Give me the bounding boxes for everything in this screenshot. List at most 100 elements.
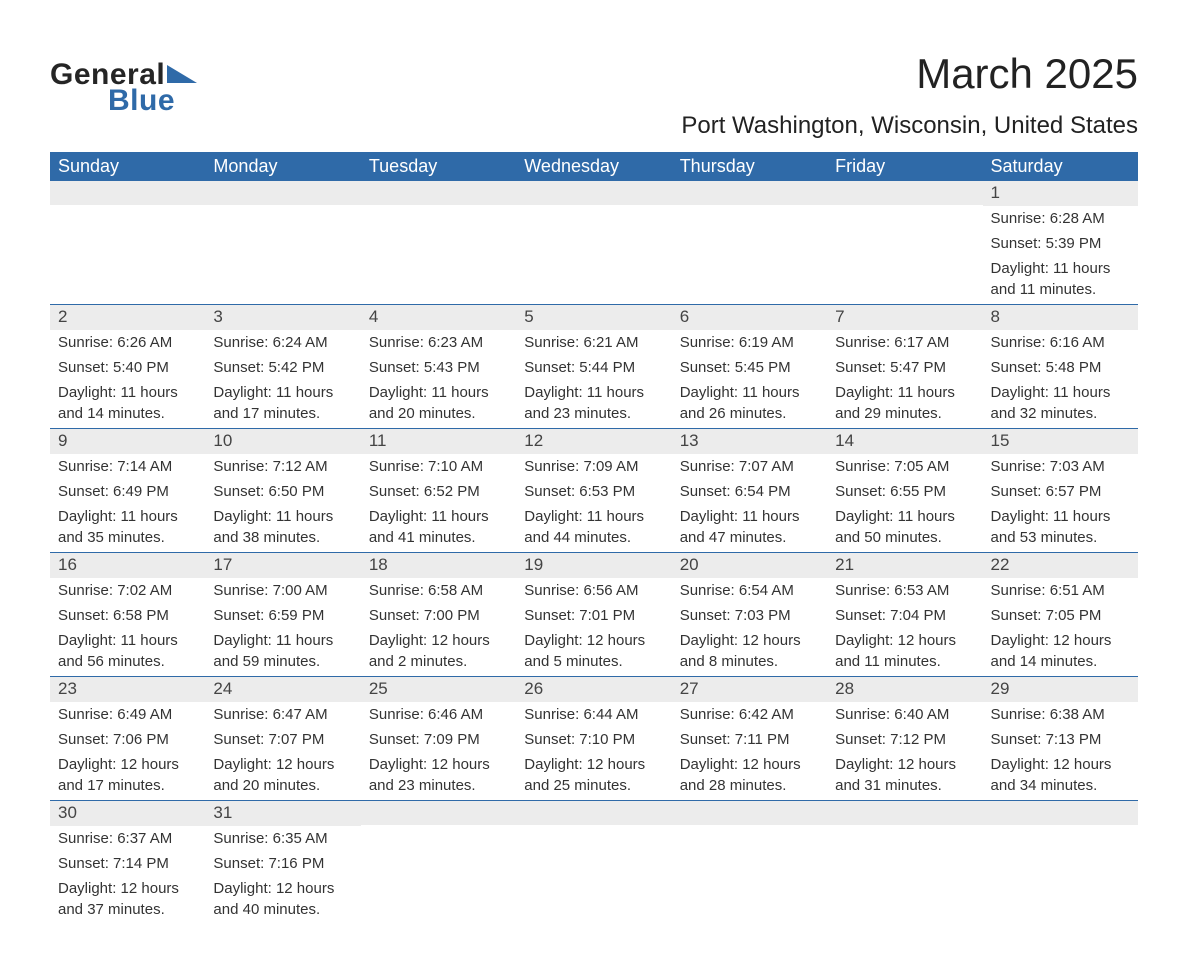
- calendar-cell: 4Sunrise: 6:23 AMSunset: 5:43 PMDaylight…: [361, 305, 516, 429]
- calendar-cell: [361, 181, 516, 305]
- day-number: [516, 181, 671, 205]
- sunset-text: Sunset: 7:04 PM: [827, 603, 982, 628]
- daylight-text: Daylight: 11 hours and 17 minutes.: [205, 380, 360, 426]
- calendar-cell: 5Sunrise: 6:21 AMSunset: 5:44 PMDaylight…: [516, 305, 671, 429]
- title-block: March 2025 Port Washington, Wisconsin, U…: [681, 50, 1138, 148]
- calendar-cell: [672, 181, 827, 305]
- day-number: 13: [672, 429, 827, 454]
- day-number: [827, 801, 982, 825]
- calendar-cell: 18Sunrise: 6:58 AMSunset: 7:00 PMDayligh…: [361, 553, 516, 677]
- sunrise-text: Sunrise: 6:35 AM: [205, 826, 360, 851]
- daylight-text: Daylight: 11 hours and 56 minutes.: [50, 628, 205, 674]
- calendar-week-row: 1Sunrise: 6:28 AMSunset: 5:39 PMDaylight…: [50, 181, 1138, 305]
- sunset-text: Sunset: 6:49 PM: [50, 479, 205, 504]
- day-number: 17: [205, 553, 360, 578]
- sunrise-text: Sunrise: 6:26 AM: [50, 330, 205, 355]
- sunset-text: Sunset: 5:42 PM: [205, 355, 360, 380]
- calendar-cell: 3Sunrise: 6:24 AMSunset: 5:42 PMDaylight…: [205, 305, 360, 429]
- day-header: Monday: [205, 152, 360, 181]
- calendar-cell: 28Sunrise: 6:40 AMSunset: 7:12 PMDayligh…: [827, 677, 982, 801]
- daylight-text: Daylight: 11 hours and 47 minutes.: [672, 504, 827, 550]
- sunset-text: Sunset: 5:48 PM: [983, 355, 1138, 380]
- calendar-cell: 20Sunrise: 6:54 AMSunset: 7:03 PMDayligh…: [672, 553, 827, 677]
- daylight-text: Daylight: 11 hours and 35 minutes.: [50, 504, 205, 550]
- sunset-text: Sunset: 6:54 PM: [672, 479, 827, 504]
- logo-triangle-icon: [167, 65, 197, 83]
- sunset-text: Sunset: 7:01 PM: [516, 603, 671, 628]
- calendar-cell: 16Sunrise: 7:02 AMSunset: 6:58 PMDayligh…: [50, 553, 205, 677]
- sunset-text: Sunset: 7:03 PM: [672, 603, 827, 628]
- day-number: [205, 181, 360, 205]
- calendar-cell: [827, 181, 982, 305]
- daylight-text: Daylight: 12 hours and 31 minutes.: [827, 752, 982, 798]
- day-number: 27: [672, 677, 827, 702]
- calendar-week-row: 16Sunrise: 7:02 AMSunset: 6:58 PMDayligh…: [50, 553, 1138, 677]
- sunrise-text: Sunrise: 6:49 AM: [50, 702, 205, 727]
- day-number: 19: [516, 553, 671, 578]
- calendar-cell: 10Sunrise: 7:12 AMSunset: 6:50 PMDayligh…: [205, 429, 360, 553]
- sunrise-text: Sunrise: 6:38 AM: [983, 702, 1138, 727]
- sunrise-text: Sunrise: 7:05 AM: [827, 454, 982, 479]
- daylight-text: Daylight: 12 hours and 11 minutes.: [827, 628, 982, 674]
- sunset-text: Sunset: 6:58 PM: [50, 603, 205, 628]
- calendar-cell: 2Sunrise: 6:26 AMSunset: 5:40 PMDaylight…: [50, 305, 205, 429]
- calendar-cell: 22Sunrise: 6:51 AMSunset: 7:05 PMDayligh…: [983, 553, 1138, 677]
- daylight-text: Daylight: 12 hours and 34 minutes.: [983, 752, 1138, 798]
- sunrise-text: Sunrise: 7:07 AM: [672, 454, 827, 479]
- day-number: 29: [983, 677, 1138, 702]
- day-number: 2: [50, 305, 205, 330]
- calendar-cell: [983, 801, 1138, 925]
- day-number: 11: [361, 429, 516, 454]
- daylight-text: Daylight: 12 hours and 25 minutes.: [516, 752, 671, 798]
- sunset-text: Sunset: 6:52 PM: [361, 479, 516, 504]
- sunrise-text: Sunrise: 6:58 AM: [361, 578, 516, 603]
- daylight-text: Daylight: 11 hours and 53 minutes.: [983, 504, 1138, 550]
- sunrise-text: Sunrise: 7:10 AM: [361, 454, 516, 479]
- day-number: 4: [361, 305, 516, 330]
- sunrise-text: Sunrise: 6:23 AM: [361, 330, 516, 355]
- calendar-cell: [672, 801, 827, 925]
- day-number: 16: [50, 553, 205, 578]
- day-number: 10: [205, 429, 360, 454]
- day-number: 5: [516, 305, 671, 330]
- day-header: Tuesday: [361, 152, 516, 181]
- day-number: 25: [361, 677, 516, 702]
- sunset-text: Sunset: 7:13 PM: [983, 727, 1138, 752]
- page-header: General Blue March 2025 Port Washington,…: [50, 50, 1138, 148]
- location-subtitle: Port Washington, Wisconsin, United State…: [681, 112, 1138, 140]
- sunset-text: Sunset: 7:07 PM: [205, 727, 360, 752]
- daylight-text: Daylight: 11 hours and 38 minutes.: [205, 504, 360, 550]
- day-number: [827, 181, 982, 205]
- calendar-cell: [516, 181, 671, 305]
- sunset-text: Sunset: 5:47 PM: [827, 355, 982, 380]
- calendar-cell: [827, 801, 982, 925]
- daylight-text: Daylight: 12 hours and 37 minutes.: [50, 876, 205, 922]
- sunrise-text: Sunrise: 7:00 AM: [205, 578, 360, 603]
- calendar-cell: 1Sunrise: 6:28 AMSunset: 5:39 PMDaylight…: [983, 181, 1138, 305]
- month-title: March 2025: [681, 50, 1138, 98]
- sunset-text: Sunset: 5:43 PM: [361, 355, 516, 380]
- day-number: 12: [516, 429, 671, 454]
- calendar-cell: [205, 181, 360, 305]
- day-number: 14: [827, 429, 982, 454]
- sunset-text: Sunset: 6:59 PM: [205, 603, 360, 628]
- calendar-cell: 30Sunrise: 6:37 AMSunset: 7:14 PMDayligh…: [50, 801, 205, 925]
- calendar-week-row: 2Sunrise: 6:26 AMSunset: 5:40 PMDaylight…: [50, 305, 1138, 429]
- sunrise-text: Sunrise: 6:16 AM: [983, 330, 1138, 355]
- sunrise-text: Sunrise: 6:53 AM: [827, 578, 982, 603]
- brand-logo: General Blue: [50, 58, 197, 118]
- day-number: 8: [983, 305, 1138, 330]
- calendar-cell: 15Sunrise: 7:03 AMSunset: 6:57 PMDayligh…: [983, 429, 1138, 553]
- daylight-text: Daylight: 12 hours and 23 minutes.: [361, 752, 516, 798]
- day-header: Friday: [827, 152, 982, 181]
- day-number: 23: [50, 677, 205, 702]
- day-number: [361, 181, 516, 205]
- day-number: [361, 801, 516, 825]
- sunset-text: Sunset: 5:39 PM: [983, 231, 1138, 256]
- sunset-text: Sunset: 7:16 PM: [205, 851, 360, 876]
- day-number: [672, 181, 827, 205]
- daylight-text: Daylight: 11 hours and 11 minutes.: [983, 256, 1138, 302]
- calendar-cell: [516, 801, 671, 925]
- sunrise-text: Sunrise: 6:28 AM: [983, 206, 1138, 231]
- day-number: [672, 801, 827, 825]
